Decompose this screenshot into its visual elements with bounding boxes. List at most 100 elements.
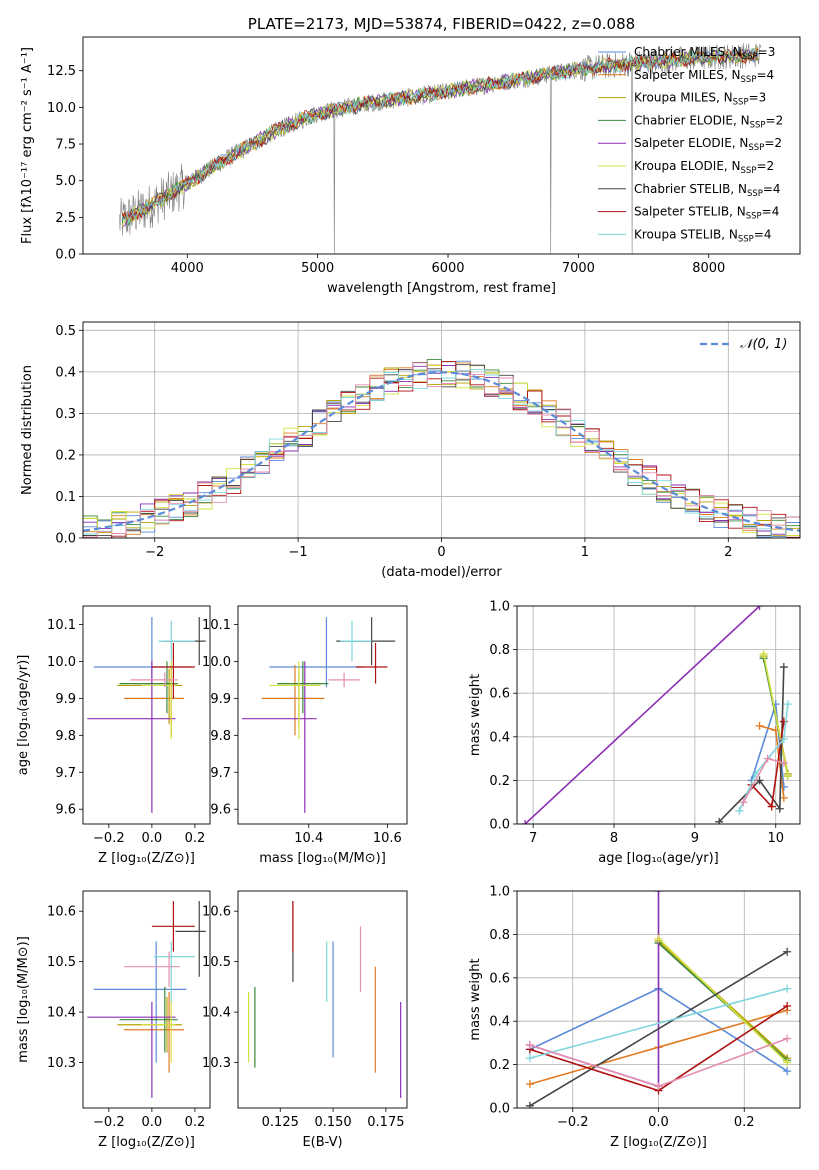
weight-marker: [739, 798, 748, 807]
legend-main: Salpeter STELIB, N: [634, 205, 746, 219]
axes-age-vs-z: −0.2 0.0 0.2 9.6 9.7 9.8 9.9 10.0 10.1 Z [log₁₀(Z…: [16, 605, 211, 866]
x-tick-label: 0.0: [142, 1115, 163, 1130]
x-tick-label: 10: [767, 831, 784, 846]
y-axis-label: mass weight: [468, 674, 483, 756]
weight-series-1: [755, 721, 788, 802]
axes-weight-vs-z: −0.2 0.0 0.2 0.0 0.2 0.4 0.6 0.8 1.0 Z [log₁₀(Z/Z…: [468, 885, 801, 1150]
errorbar-point-1: [261, 665, 325, 736]
legend-label-0: Chabrier MILES, NSSP=3: [634, 45, 775, 62]
weight-marker: [779, 663, 788, 672]
errorbar-point-8: [154, 941, 195, 1003]
legend-tail: =3: [749, 91, 767, 105]
errorbar-point-1: [123, 665, 185, 736]
x-axis-label: (data-model)/error: [381, 565, 502, 580]
legend-sub: SSP: [742, 52, 758, 62]
gaussian-curve: [83, 371, 800, 532]
y-tick-label: 9.8: [210, 729, 231, 744]
plot-area: [87, 617, 206, 813]
x-tick-label: 0.150: [314, 1115, 351, 1130]
weight-marker: [759, 649, 768, 658]
weight-series-6: [525, 947, 792, 1108]
plot-area: [119, 43, 762, 254]
x-tick-label: 0: [437, 545, 445, 560]
histogram-8: [83, 368, 800, 538]
legend-main: Kroupa ELODIE, N: [634, 159, 741, 173]
y-tick-label: 10.3: [202, 1056, 231, 1071]
y-tick-label: 0.5: [55, 324, 76, 339]
x-tick-label: 7: [529, 831, 537, 846]
plot-area: [83, 359, 800, 538]
x-tick-label: 6000: [431, 261, 464, 276]
legend-tail: =2: [764, 136, 782, 150]
axes-weight-vs-age: 7 8 9 10 0.0 0.2 0.4 0.6 0.8 1.0 age [log₁₀(age/yr…: [468, 600, 801, 866]
errorbar-point-6: [175, 901, 206, 977]
plot-area: [521, 606, 792, 824]
errorbar-point-7: [355, 642, 388, 684]
errorbar-point-5: [141, 661, 176, 740]
x-tick-label: −0.2: [93, 1115, 125, 1130]
plot-frame: [516, 890, 801, 1109]
y-tick-label: 0.4: [55, 365, 76, 380]
errorbar-point-3: [119, 661, 178, 714]
weight-marker: [783, 1058, 792, 1067]
weight-line: [738, 704, 789, 812]
y-tick-label: 0.0: [489, 1102, 510, 1117]
weight-marker: [525, 1041, 534, 1050]
y-tick-label: 9.9: [55, 692, 76, 707]
errorbar-point-2: [117, 668, 183, 725]
legend-main: Salpeter MILES, N: [634, 68, 741, 82]
x-tick-label: 10.4: [294, 831, 323, 846]
errorbar-point-5: [269, 661, 321, 740]
x-tick-label: 8: [610, 831, 618, 846]
plot-area: [87, 901, 206, 1098]
legend-tail: =2: [766, 113, 784, 127]
legend-label-1: Salpeter MILES, NSSP=4: [634, 68, 774, 85]
plot-area: [241, 617, 396, 813]
x-tick-label: 2: [724, 545, 732, 560]
weight-line: [657, 938, 788, 1063]
x-axis-label: age [log₁₀(age/yr)]: [598, 851, 719, 866]
model-line-5: [121, 47, 759, 228]
weight-line: [529, 987, 788, 1059]
weight-marker: [715, 817, 724, 824]
legend-sub: SSP: [738, 234, 754, 244]
errorbar-point-8: [158, 620, 195, 662]
axes-residuals: −2 −1 0 1 2 0.0 0.1 0.2 0.3 0.4 0.5 (data-model)/er…: [20, 321, 801, 580]
x-axis-label: Z [log₁₀(Z/Z⊙)]: [610, 1135, 707, 1150]
legend-sub: SSP: [733, 98, 749, 108]
model-line-7: [121, 48, 759, 221]
legend-sub: SSP: [750, 120, 766, 130]
y-axis-label: mass weight: [468, 958, 483, 1040]
weight-series-8: [735, 700, 792, 815]
weight-marker: [525, 1080, 534, 1089]
y-tick-label: 10.5: [202, 955, 231, 970]
x-tick-label: 0.0: [648, 1115, 669, 1130]
y-axis-label: age [log₁₀(age/yr)]: [16, 655, 31, 776]
y-tick-label: 9.8: [55, 729, 76, 744]
weight-marker: [521, 820, 530, 824]
weight-marker: [779, 793, 788, 802]
x-tick-label: 0.175: [367, 1115, 404, 1130]
y-tick-label: 0.0: [55, 248, 76, 263]
y-tick-label: 10.5: [47, 955, 76, 970]
legend-tail: =4: [762, 205, 780, 219]
errorbar-point-0: [93, 617, 191, 688]
x-tick-label: −1: [289, 545, 308, 560]
y-tick-label: 10.0: [47, 655, 76, 670]
weight-marker: [783, 1067, 792, 1076]
legend-label-7: Salpeter STELIB, NSSP=4: [634, 205, 779, 222]
errorbar-point-0: [93, 941, 187, 1063]
y-tick-label: 0.8: [489, 928, 510, 943]
axes-mass-vs-z: −0.2 0.0 0.2 10.3 10.4 10.5 10.6 Z [log₁₀(Z/Z⊙)…: [16, 890, 211, 1150]
weight-marker: [735, 806, 744, 815]
weight-series-5: [654, 934, 792, 1067]
legend-sub: SSP: [746, 212, 762, 222]
weight-line: [524, 606, 761, 824]
legend-tail: =4: [763, 182, 781, 196]
errorbar-point-3: [119, 986, 178, 1053]
x-axis-label: E(B-V): [302, 1135, 342, 1150]
weight-marker: [654, 1082, 663, 1091]
x-tick-label: 4000: [171, 261, 204, 276]
